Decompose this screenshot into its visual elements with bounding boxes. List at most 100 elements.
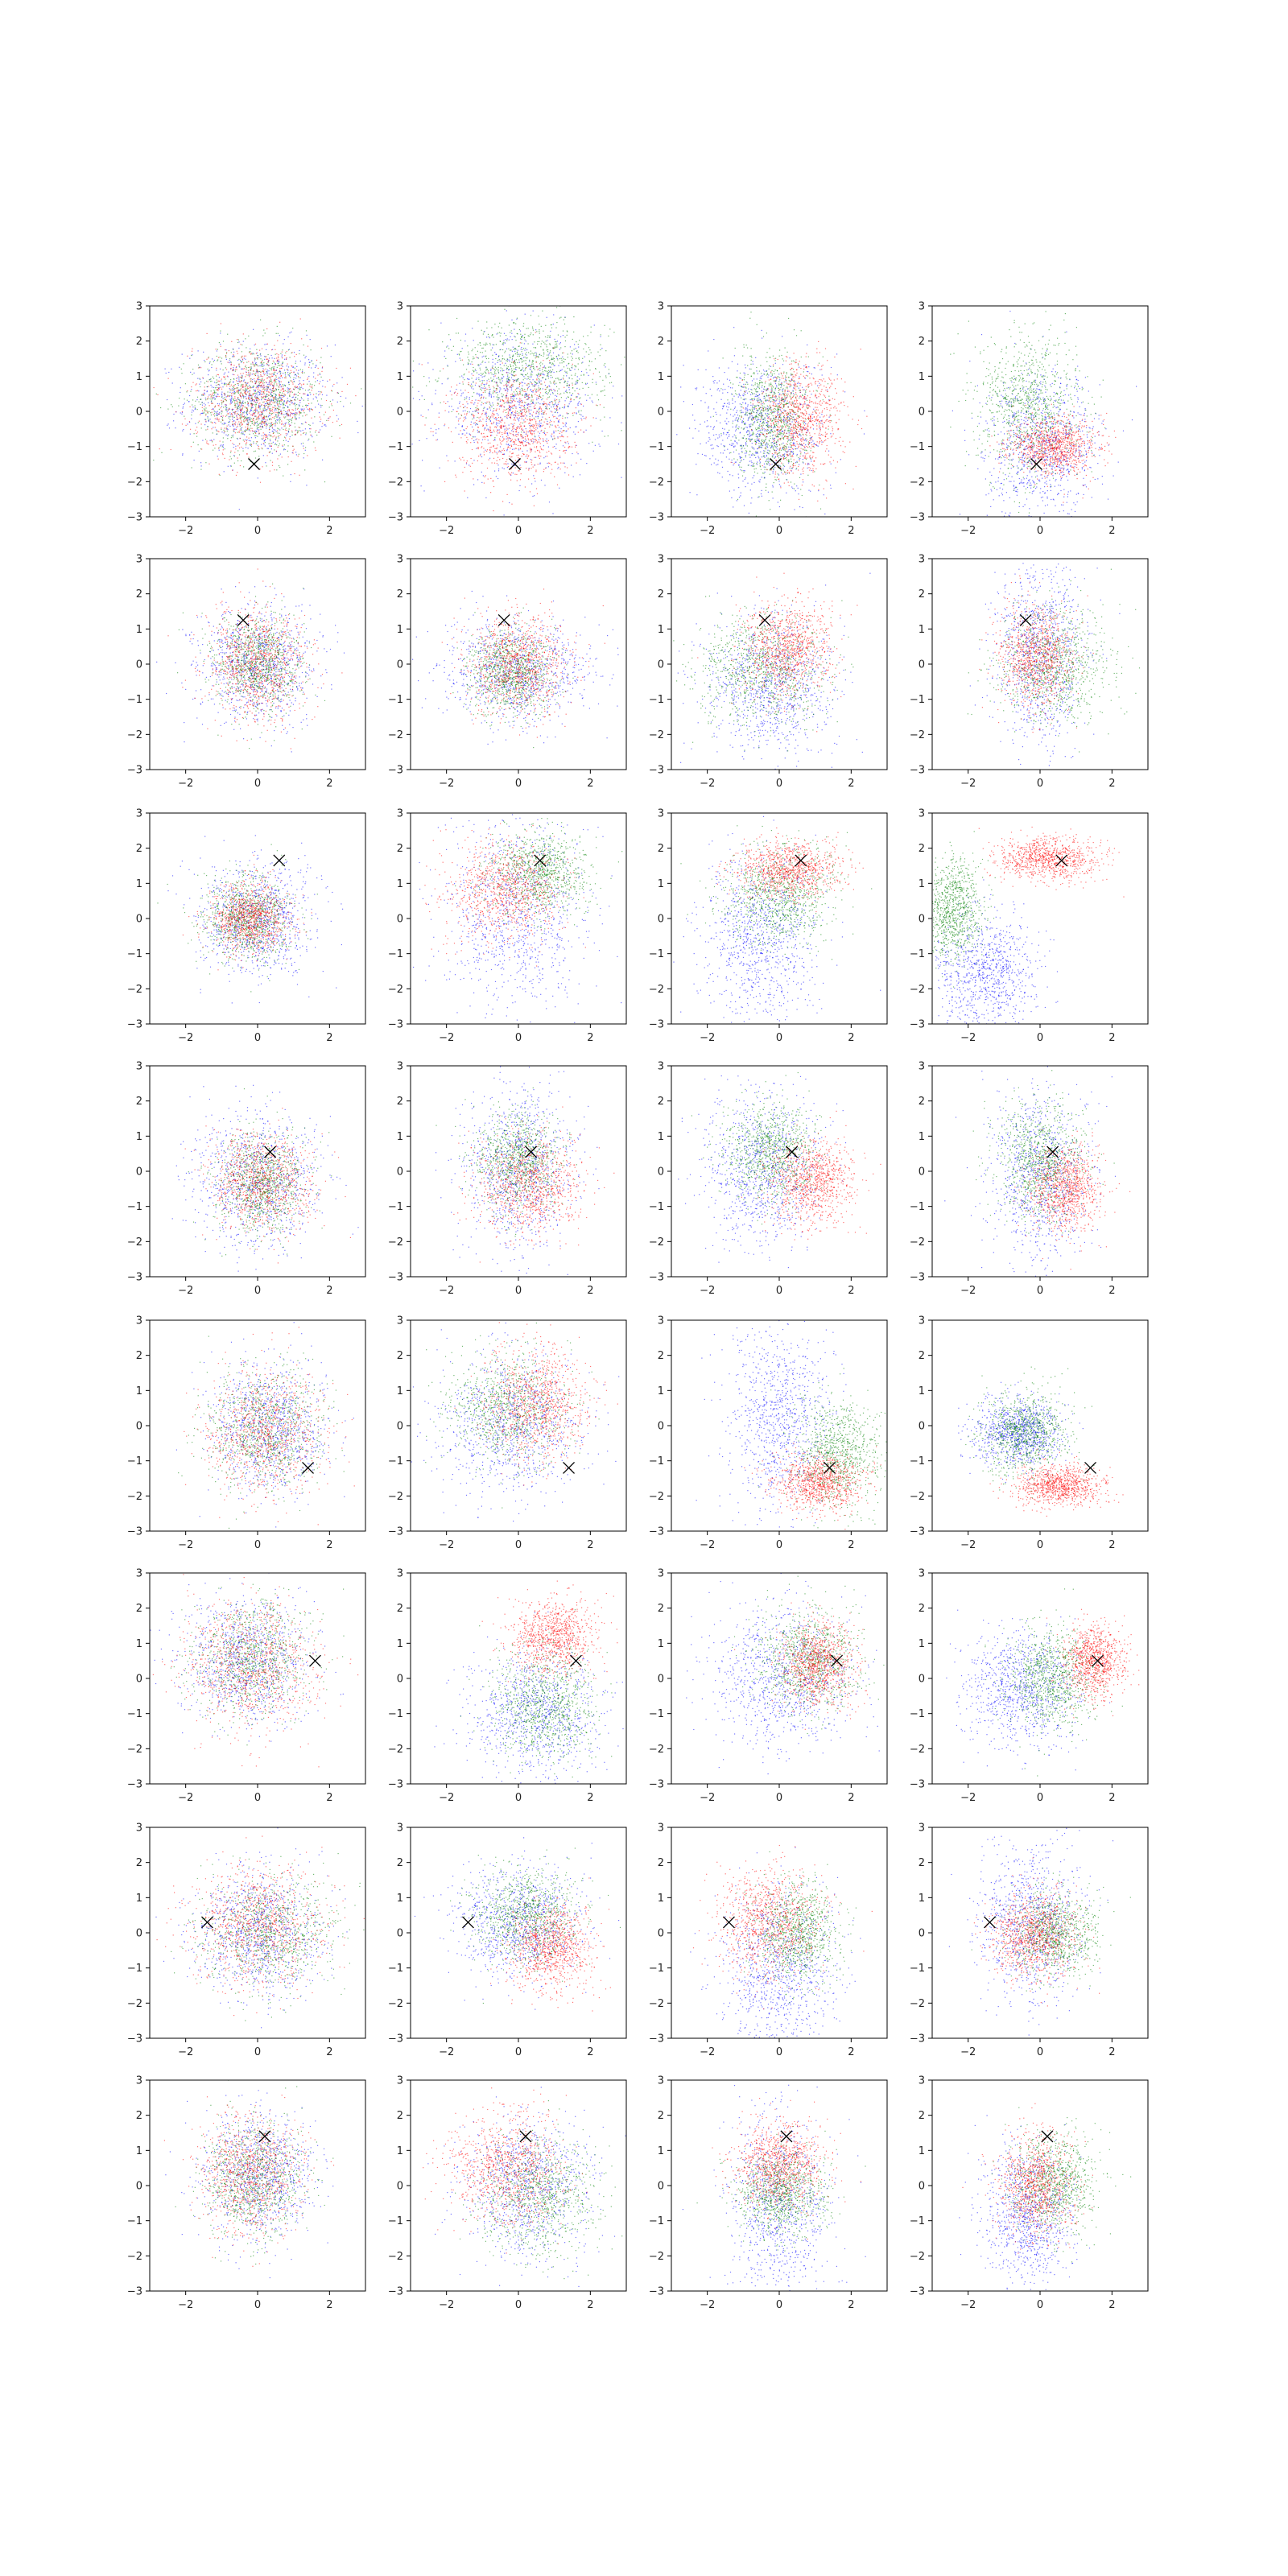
point-blue	[511, 387, 512, 388]
point-red	[296, 414, 297, 415]
point-blue	[506, 402, 507, 403]
point-blue	[523, 357, 524, 358]
point-red	[516, 436, 517, 437]
point-blue	[228, 372, 229, 373]
point-green	[562, 407, 563, 408]
point-blue	[423, 490, 424, 491]
point-green	[493, 408, 494, 409]
point-red	[280, 400, 281, 401]
point-blue	[505, 363, 506, 364]
point-green	[515, 367, 516, 368]
point-blue	[208, 394, 209, 395]
point-green	[488, 358, 489, 359]
point-blue	[499, 387, 500, 388]
point-blue	[284, 339, 285, 340]
point-red	[287, 364, 288, 365]
point-blue	[263, 455, 264, 456]
point-blue	[522, 335, 523, 336]
point-red	[252, 419, 253, 420]
point-blue	[241, 429, 242, 430]
point-blue	[559, 457, 560, 458]
point-red	[525, 418, 526, 419]
point-green	[240, 377, 241, 378]
point-red	[234, 356, 235, 357]
point-blue	[520, 464, 521, 465]
point-blue	[509, 360, 510, 361]
point-blue	[561, 379, 562, 380]
point-blue	[493, 376, 494, 377]
point-blue	[491, 435, 492, 436]
point-green	[489, 418, 490, 419]
point-blue	[528, 387, 529, 388]
point-red	[225, 416, 226, 417]
point-green	[268, 387, 269, 388]
point-blue	[269, 384, 270, 385]
point-red	[467, 426, 468, 427]
point-red	[535, 429, 536, 430]
point-blue	[511, 413, 512, 414]
point-red	[585, 418, 586, 419]
point-green	[263, 408, 264, 409]
point-red	[496, 409, 497, 410]
point-red	[232, 390, 233, 391]
point-green	[533, 366, 534, 367]
point-red	[527, 388, 528, 389]
point-green	[530, 367, 531, 368]
point-green	[295, 399, 296, 400]
point-red	[264, 399, 265, 400]
point-red	[273, 412, 274, 413]
point-red	[261, 423, 262, 424]
point-green	[494, 437, 495, 438]
point-red	[525, 412, 526, 413]
point-blue	[521, 416, 522, 417]
point-red	[531, 464, 532, 465]
point-red	[340, 438, 341, 439]
point-green	[233, 388, 234, 389]
point-green	[305, 447, 306, 448]
point-green	[279, 403, 280, 404]
point-red	[244, 356, 245, 357]
point-red	[249, 438, 250, 439]
point-red	[514, 474, 515, 475]
point-blue	[442, 383, 443, 384]
point-green	[245, 366, 246, 367]
point-red	[511, 446, 512, 447]
point-green	[550, 370, 551, 371]
point-green	[584, 343, 585, 344]
point-blue	[273, 442, 274, 443]
point-green	[259, 423, 260, 424]
point-red	[230, 368, 231, 369]
point-red	[499, 409, 500, 410]
point-green	[459, 354, 460, 355]
point-blue	[236, 378, 237, 379]
point-green	[206, 381, 207, 382]
point-green	[486, 344, 487, 345]
point-red	[274, 469, 275, 470]
point-red	[273, 397, 274, 398]
point-blue	[239, 365, 240, 366]
point-blue	[488, 430, 489, 431]
point-red	[486, 389, 487, 390]
point-red	[276, 383, 277, 384]
point-green	[246, 367, 247, 368]
point-green	[412, 386, 413, 387]
point-red	[512, 406, 513, 407]
point-red	[466, 428, 467, 429]
point-blue	[533, 379, 534, 380]
point-green	[542, 398, 543, 399]
point-red	[269, 412, 270, 413]
point-green	[572, 393, 573, 394]
point-blue	[554, 384, 555, 385]
point-red	[502, 440, 503, 441]
point-red	[330, 416, 331, 417]
point-green	[291, 422, 292, 423]
point-red	[291, 413, 292, 414]
point-blue	[542, 414, 543, 415]
point-green	[289, 428, 290, 429]
point-blue	[198, 350, 199, 351]
point-red	[235, 405, 236, 406]
point-red	[276, 357, 277, 358]
point-green	[210, 412, 211, 413]
point-green	[267, 438, 268, 439]
point-blue	[169, 427, 170, 428]
